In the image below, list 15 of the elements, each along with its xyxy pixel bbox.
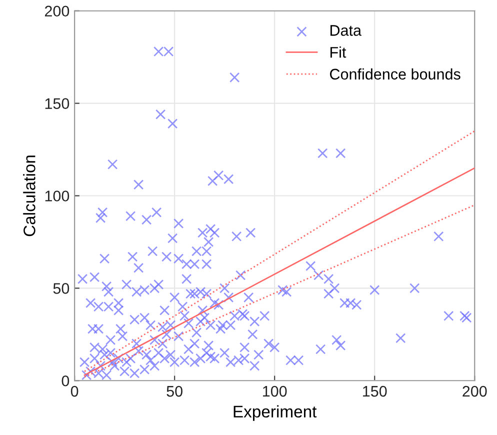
y-tick-label: 200 [44,6,70,17]
x-tick-label: 150 [363,386,387,397]
x-tick-label: 50 [166,386,182,397]
legend-label: Confidence bounds [330,68,460,80]
x-tick-label: 200 [462,386,487,397]
y-tick-label: 50 [53,283,70,294]
y-tick-label: 0 [62,375,70,386]
y-tick-label: 150 [45,98,70,109]
y-axis-title: Calculation [23,156,36,236]
x-axis-title: Experiment [234,405,317,421]
legend-label: Data [330,25,362,36]
legend-label: Fit [330,46,346,58]
x-tick-label: 0 [70,386,78,397]
y-tick-label: 100 [45,190,70,202]
x-tick-label: 100 [263,386,287,397]
